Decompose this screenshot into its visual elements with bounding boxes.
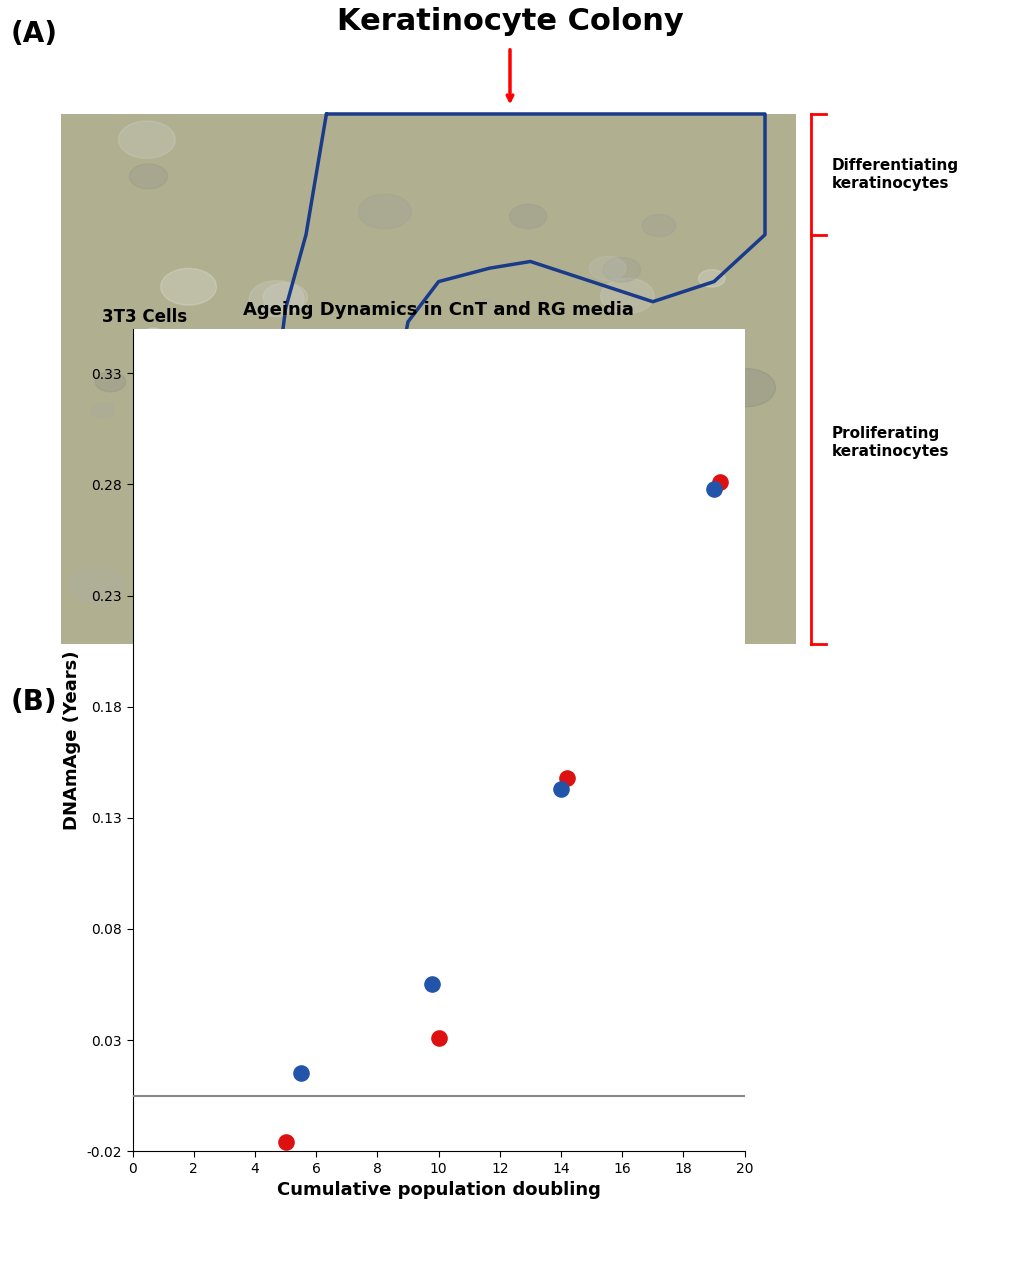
Circle shape <box>118 121 175 158</box>
Text: (B): (B) <box>10 688 57 716</box>
Circle shape <box>589 257 626 281</box>
Circle shape <box>249 281 304 316</box>
Text: Proliferating
keratinocytes: Proliferating keratinocytes <box>830 426 948 459</box>
Circle shape <box>95 372 125 392</box>
Point <box>292 1064 309 1084</box>
Circle shape <box>358 194 411 229</box>
Circle shape <box>143 328 163 342</box>
Circle shape <box>283 331 304 345</box>
Circle shape <box>376 429 405 448</box>
Circle shape <box>510 204 546 229</box>
Circle shape <box>602 257 640 282</box>
Circle shape <box>394 486 425 506</box>
Circle shape <box>170 347 187 357</box>
Point <box>277 1132 293 1152</box>
Point <box>711 472 728 492</box>
Circle shape <box>154 393 186 415</box>
Circle shape <box>716 368 774 407</box>
Circle shape <box>601 520 640 545</box>
Circle shape <box>698 269 725 287</box>
Point <box>705 478 721 498</box>
Circle shape <box>385 362 452 406</box>
Circle shape <box>600 278 653 314</box>
Circle shape <box>390 338 409 350</box>
Circle shape <box>479 299 494 309</box>
Circle shape <box>160 383 183 398</box>
Text: 3T3 Cells: 3T3 Cells <box>581 374 665 393</box>
X-axis label: Cumulative population doubling: Cumulative population doubling <box>276 1182 600 1199</box>
Text: Keratinocyte Colony: Keratinocyte Colony <box>336 6 683 35</box>
Point <box>424 974 440 994</box>
Title: Ageing Dynamics in CnT and RG media: Ageing Dynamics in CnT and RG media <box>243 301 634 319</box>
Circle shape <box>461 440 507 471</box>
Point <box>552 779 569 799</box>
Y-axis label: DNAmAge (Years): DNAmAge (Years) <box>63 650 82 830</box>
Text: 3T3 Cells: 3T3 Cells <box>102 307 186 326</box>
Circle shape <box>572 429 642 474</box>
Point <box>558 768 575 788</box>
Text: Differentiating
keratinocytes: Differentiating keratinocytes <box>830 158 958 191</box>
Circle shape <box>543 553 566 567</box>
Point <box>430 1027 446 1047</box>
Circle shape <box>263 283 307 312</box>
Circle shape <box>287 431 327 457</box>
Circle shape <box>435 578 496 619</box>
Circle shape <box>666 509 680 517</box>
Bar <box>61 114 795 644</box>
Circle shape <box>499 338 543 367</box>
Circle shape <box>587 388 649 430</box>
Circle shape <box>523 378 567 409</box>
Text: (A): (A) <box>10 20 57 48</box>
Circle shape <box>512 406 572 445</box>
Circle shape <box>183 372 203 385</box>
Circle shape <box>70 567 124 603</box>
Circle shape <box>92 404 114 419</box>
Circle shape <box>323 581 341 592</box>
Circle shape <box>356 600 416 639</box>
Circle shape <box>129 164 167 188</box>
Circle shape <box>161 268 216 305</box>
Circle shape <box>641 214 676 237</box>
